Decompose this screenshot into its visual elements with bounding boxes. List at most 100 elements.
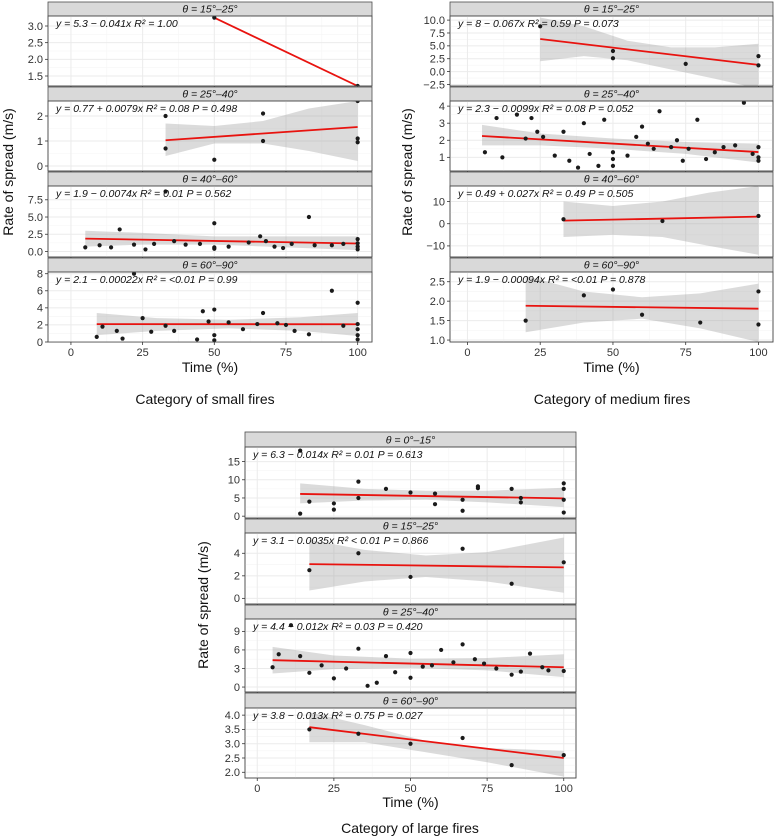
data-point [561,753,566,758]
regression-line [165,126,358,142]
y-tick-label: 0 [234,682,240,694]
facet-strip-label: θ = 0°–15° [386,435,435,447]
x-axis-title: Time (%) [583,359,639,375]
confidence-band [300,483,564,508]
panel-plot-area [48,272,372,342]
data-point [183,242,188,247]
panel-large-1: θ = 15°–25° y = 3.1 − 0.0035x R² < 0.01 P… [234,518,577,607]
y-tick-label: 7.5 [430,28,445,40]
panel-plot-area [245,708,576,778]
data-point [518,500,523,505]
panel-plot-area [245,447,576,518]
data-point [149,329,154,334]
data-point [494,115,499,121]
data-point [283,322,289,328]
data-point [602,117,607,122]
panel-large-2: θ = 25°–40° y = 4.4 − 0.012x R² = 0.03 P … [234,604,577,695]
data-point [163,113,168,119]
data-point [500,155,505,160]
data-point [514,112,520,117]
data-point [408,490,413,495]
data-point [307,727,312,732]
data-point [212,338,217,342]
data-point [312,243,317,248]
data-point [750,151,755,157]
data-point [575,165,581,170]
data-point [288,623,294,628]
data-point [272,244,277,249]
data-point [610,156,616,162]
data-point [610,287,616,292]
data-point [212,157,217,162]
data-point [561,486,566,491]
data-point [552,153,557,158]
data-point [383,654,389,659]
y-tick-label: 10.0 [424,15,445,27]
data-point [356,495,361,501]
data-point [408,675,413,680]
y-axis-title: Rate of spread (m/s) [0,108,16,236]
regression-annotation: y = 4.4 − 0.012x R² = 0.03 P = 0.420 [252,621,423,633]
data-point [756,63,761,68]
panel-plot-area [48,101,372,171]
regression-annotation: y = 3.1 − 0.0035x R² < 0.01 P = 0.866 [252,535,428,547]
data-point [429,663,435,668]
data-point [756,144,761,150]
panel-border [449,185,774,258]
data-point [561,560,566,565]
confidence-band [272,646,564,678]
data-point [741,101,747,105]
x-tick-label: 50 [208,347,220,359]
data-point [680,158,685,163]
y-tick-label: 10 [433,196,445,208]
facet-strip-label: θ = 60°–90° [182,260,237,272]
panel-plot-area [48,186,372,257]
data-point [298,448,303,453]
data-point [355,140,360,145]
data-point [596,163,601,168]
panel-medium-2: θ = 40°–60° y = 0.49 + 0.027x R² = 0.49 P… [426,171,774,260]
x-tick-label: 100 [555,783,573,795]
x-tick-label: 25 [136,347,148,359]
data-point [695,117,700,122]
data-point [523,136,528,141]
data-point [756,322,761,327]
panel-small-3: θ = 60°–90° y = 2.1 − 0.00022x R² = <0.01… [37,257,373,359]
y-tick-label: 9 [234,626,240,638]
regression-line [85,237,358,245]
data-point [420,664,425,669]
data-point [432,502,438,507]
panel-medium-0: θ = 15°–25° y = 8 − 0.067x R² = 0.59 P = … [423,1,774,91]
data-point [344,666,349,671]
regression-line [309,563,564,569]
data-point [509,763,514,768]
data-point [634,134,639,139]
data-point [703,156,709,162]
data-point [83,245,88,250]
regression-annotation: y = 2.1 − 0.00022x R² = <0.01 P = 0.99 [55,274,238,286]
regression-line [481,135,759,153]
data-point [341,323,346,328]
panel-background [47,271,373,343]
data-point [355,337,360,342]
data-point [561,129,566,134]
data-point [163,189,168,194]
data-point [319,663,324,668]
data-point [639,312,645,317]
panel-medium-1: θ = 25°–40° y = 2.3 − 0.0099x R² = 0.08 P… [439,86,774,174]
x-tick-label: 100 [749,347,767,359]
regression-annotation: y = 0.49 + 0.027x R² = 0.49 P = 0.505 [457,188,633,200]
panel-plot-area [450,186,773,257]
data-point [660,218,665,224]
facet-strip-label: θ = 60°–90° [383,696,438,708]
data-point [117,227,122,232]
x-tick-label: 100 [348,347,366,359]
data-point [206,319,211,324]
data-point [355,236,360,242]
panel-background [47,185,373,258]
data-point [329,243,334,248]
panel-border [47,185,373,258]
data-point [163,146,168,151]
data-point [383,486,389,491]
data-point [581,293,586,298]
